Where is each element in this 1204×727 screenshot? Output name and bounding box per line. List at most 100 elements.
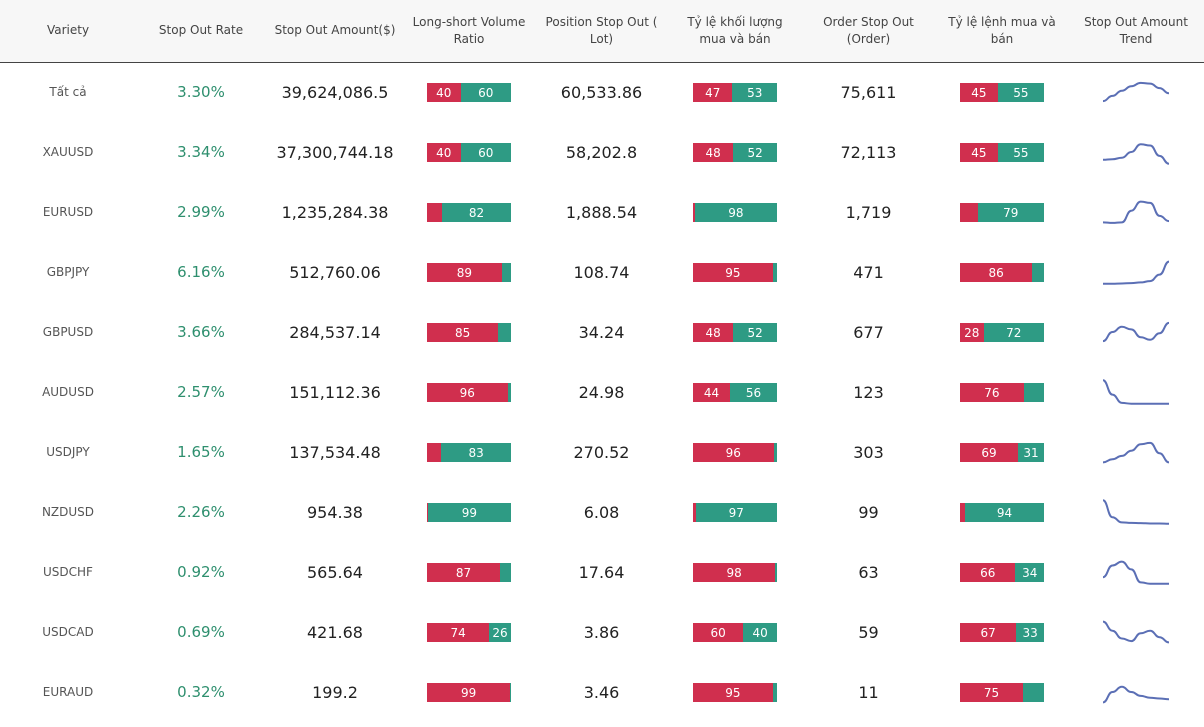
variety-cell[interactable]: EURAUD xyxy=(42,685,94,699)
trend-cell xyxy=(1068,122,1204,182)
long-short-ratio-long-segment: 40 xyxy=(427,83,461,103)
variety-cell[interactable]: AUDUSD xyxy=(42,385,94,399)
stop-out-rate-cell: 6.16% xyxy=(177,263,225,281)
variety-cell[interactable]: NZDUSD xyxy=(41,505,95,519)
long-short-ratio-cell: 89 xyxy=(404,242,534,302)
trend-cell xyxy=(1068,422,1204,482)
long-short-ratio-bar: 99 xyxy=(427,683,511,702)
volume-buy-sell-ratio-bar: 60 40 xyxy=(693,623,777,642)
long-short-ratio-short-segment xyxy=(501,263,511,282)
variety-cell[interactable]: USDCHF xyxy=(43,565,93,579)
order-buy-sell-ratio-long-segment: 76 xyxy=(960,383,1024,402)
trend-line xyxy=(1102,143,1170,165)
header-order-stop-out[interactable]: Order Stop Out (Order) xyxy=(823,14,914,46)
long-short-ratio-long-segment xyxy=(427,443,442,462)
long-short-ratio-bar: 96 xyxy=(427,383,511,402)
volume-buy-sell-ratio-cell: 95 xyxy=(669,662,801,722)
variety-cell[interactable]: EURUSD xyxy=(42,205,94,219)
long-short-ratio-long-segment: 99 xyxy=(427,683,511,702)
header-stop-out-rate[interactable]: Stop Out Rate xyxy=(158,23,244,38)
long-short-ratio-bar: 40 60 xyxy=(427,83,511,103)
stop-out-rate-cell: 1.65% xyxy=(177,443,225,461)
volume-buy-sell-ratio-bar: 98 xyxy=(693,203,777,222)
variety-cell[interactable]: USDJPY xyxy=(46,445,90,459)
table-row[interactable]: GBPJPY 6.16% 512,760.06 89 108.74 95 471 86 xyxy=(0,242,1204,302)
variety-cell[interactable]: XAUUSD xyxy=(42,145,94,159)
order-buy-sell-ratio-short-segment: 55 xyxy=(997,143,1044,162)
table-row[interactable]: EURAUD 0.32% 199.2 99 3.46 95 11 75 xyxy=(0,662,1204,722)
position-stop-out-cell: 3.46 xyxy=(583,682,620,702)
trend-cell xyxy=(1068,302,1204,362)
order-buy-sell-ratio-short-segment: 31 xyxy=(1017,443,1044,462)
table-row[interactable]: USDCHF 0.92% 565.64 87 17.64 98 63 66 34 xyxy=(0,542,1204,602)
table-row[interactable]: Tất cả 3.30% 39,624,086.5 40 60 60,533.86 47 53… xyxy=(0,62,1204,122)
order-buy-sell-ratio-cell: 76 xyxy=(936,362,1068,422)
long-short-ratio-bar: 87 xyxy=(427,563,511,582)
position-stop-out-cell: 1,888.54 xyxy=(565,202,638,222)
stop-out-amount-cell: 421.68 xyxy=(307,622,363,642)
long-short-ratio-long-segment: 96 xyxy=(427,383,508,402)
volume-buy-sell-ratio-short-segment: 53 xyxy=(732,83,777,103)
table-row[interactable]: GBPUSD 3.66% 284,537.14 85 34.24 48 52 677 28 72 xyxy=(0,302,1204,362)
trend-sparkline xyxy=(1102,379,1169,405)
order-buy-sell-ratio-bar: 94 xyxy=(960,503,1044,522)
trend-line xyxy=(1102,321,1170,343)
table-row[interactable]: USDCAD 0.69% 421.68 74 26 3.86 60 40 59 67 33 xyxy=(0,602,1204,662)
table-row[interactable]: AUDUSD 2.57% 151,112.36 96 24.98 44 56 123 76 xyxy=(0,362,1204,422)
volume-buy-sell-ratio-bar: 95 xyxy=(693,683,777,702)
order-buy-sell-ratio-cell: 45 55 xyxy=(936,122,1068,182)
table-row[interactable]: XAUUSD 3.34% 37,300,744.18 40 60 58,202.8 48 52… xyxy=(0,122,1204,182)
volume-buy-sell-ratio-cell: 98 xyxy=(669,182,801,242)
volume-buy-sell-ratio-long-segment: 44 xyxy=(693,383,730,402)
volume-buy-sell-ratio-bar: 97 xyxy=(693,503,777,522)
volume-buy-sell-ratio-long-segment: 98 xyxy=(693,563,776,582)
variety-cell[interactable]: GBPUSD xyxy=(42,325,94,339)
long-short-ratio-cell: 87 xyxy=(404,542,534,602)
trend-sparkline xyxy=(1102,143,1170,165)
order-buy-sell-ratio-long-segment xyxy=(960,203,978,222)
order-buy-sell-ratio-short-segment xyxy=(1032,263,1044,282)
volume-buy-sell-ratio-cell: 48 52 xyxy=(669,302,801,362)
trend-cell xyxy=(1068,482,1204,542)
position-stop-out-cell: 58,202.8 xyxy=(565,142,638,162)
long-short-ratio-short-segment: 60 xyxy=(460,83,511,103)
long-short-ratio-cell: 96 xyxy=(404,362,534,422)
order-buy-sell-ratio-cell: 67 33 xyxy=(936,602,1068,662)
long-short-ratio-bar: 85 xyxy=(427,323,511,342)
long-short-ratio-short-segment: 60 xyxy=(460,143,511,162)
variety-cell[interactable]: USDCAD xyxy=(42,625,94,639)
volume-buy-sell-ratio-short-segment: 98 xyxy=(694,203,777,222)
order-buy-sell-ratio-long-segment: 45 xyxy=(960,83,998,103)
table-row[interactable]: USDJPY 1.65% 137,534.48 83 270.52 96 303 69 31 xyxy=(0,422,1204,482)
long-short-ratio-cell: 99 xyxy=(404,482,534,542)
order-stop-out-cell: 63 xyxy=(858,562,879,582)
long-short-ratio-long-segment: 40 xyxy=(427,143,461,162)
volume-buy-sell-ratio-cell: 95 xyxy=(669,242,801,302)
long-short-ratio-short-segment: 99 xyxy=(427,503,511,522)
order-buy-sell-ratio-short-segment: 72 xyxy=(983,323,1044,342)
order-buy-sell-ratio-cell: 75 xyxy=(936,662,1068,722)
order-buy-sell-ratio-bar: 69 31 xyxy=(960,443,1044,462)
volume-buy-sell-ratio-short-segment xyxy=(775,563,777,582)
header-position-stop-out[interactable]: Position Stop Out ( Lot) xyxy=(545,14,658,46)
variety-cell[interactable]: GBPJPY xyxy=(46,265,90,279)
header-variety[interactable]: Variety xyxy=(46,23,90,38)
variety-cell[interactable]: Tất cả xyxy=(49,85,87,100)
table-row[interactable]: EURUSD 2.99% 1,235,284.38 82 1,888.54 98 1,719… xyxy=(0,182,1204,242)
volume-buy-sell-ratio-bar: 48 52 xyxy=(693,143,777,162)
order-buy-sell-ratio-short-segment: 94 xyxy=(965,503,1044,522)
position-stop-out-cell: 270.52 xyxy=(573,442,630,462)
long-short-ratio-long-segment xyxy=(427,503,428,522)
long-short-ratio-long-segment: 85 xyxy=(427,323,499,342)
stop-out-rate-cell: 0.69% xyxy=(177,623,225,641)
volume-buy-sell-ratio-bar: 96 xyxy=(693,443,777,462)
stop-out-amount-cell: 199.2 xyxy=(312,682,358,702)
table-row[interactable]: NZDUSD 2.26% 954.38 99 6.08 97 99 94 xyxy=(0,482,1204,542)
trend-line xyxy=(1102,379,1169,405)
header-stop-out-amount[interactable]: Stop Out Amount($) xyxy=(274,23,396,38)
stop-out-amount-cell: 137,534.48 xyxy=(289,442,381,462)
long-short-ratio-long-segment: 74 xyxy=(427,623,490,642)
trend-sparkline xyxy=(1102,200,1170,224)
trend-cell xyxy=(1068,542,1204,602)
